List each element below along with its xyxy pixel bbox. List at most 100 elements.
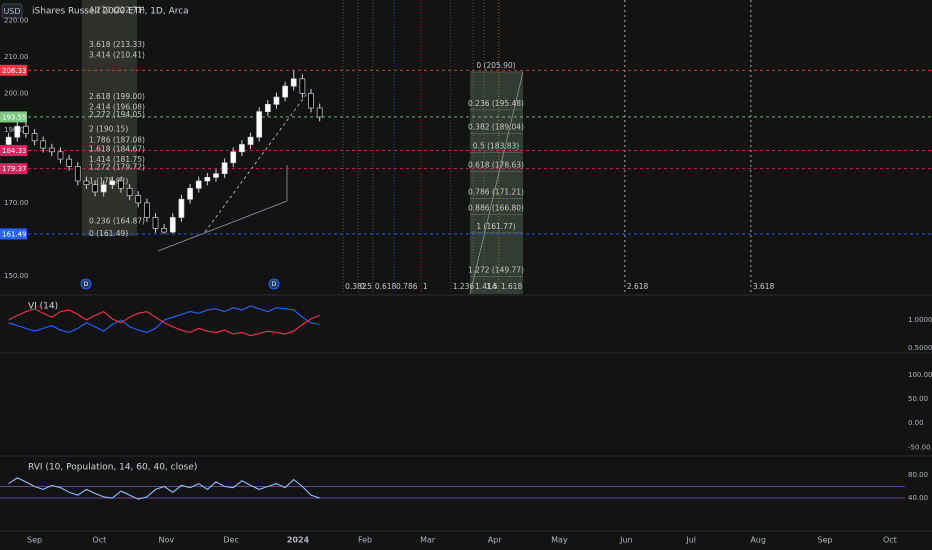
candle-body (48, 147, 55, 153)
candle-body (204, 176, 211, 182)
y-tick-label: 150.00 (4, 272, 29, 280)
candle-body (100, 184, 107, 193)
vi-title: VI (14) (28, 302, 58, 312)
x-tick-label: Mar (420, 536, 436, 545)
price-tag (0, 64, 27, 76)
trend-line (157, 200, 288, 252)
y-tick-label: 40.00 (908, 494, 928, 502)
fib-time-label: 0.786 (396, 282, 418, 291)
candle-body (247, 136, 254, 145)
dividend-marker[interactable] (268, 278, 280, 290)
candle-body (178, 198, 185, 218)
fib-extension-box (82, 0, 137, 236)
candle-body (92, 184, 98, 193)
fib-level-label: 0 (205.90) (476, 61, 515, 70)
candle-body (57, 151, 64, 160)
chart-title: iShares Russell 2000 ETF, 1D, Arca (32, 7, 189, 17)
fib-time-label: 1.236 (453, 282, 475, 291)
candle-body (135, 195, 142, 204)
x-tick-label: Apr (488, 536, 503, 545)
x-tick-label: Sep (818, 536, 833, 545)
fib-level-label: 1.414 (181.75) (89, 155, 145, 164)
price-tag-label: 179.37 (2, 165, 27, 173)
candle-body (221, 162, 228, 175)
price-tag-label: 206.33 (2, 67, 27, 75)
candle-body (316, 107, 323, 118)
price-tag (0, 163, 27, 175)
candle-body (239, 144, 245, 153)
y-tick-label: 0.00 (908, 419, 924, 427)
candle-body (109, 180, 116, 185)
candle-body (126, 187, 133, 196)
trend-line (204, 91, 309, 233)
y-tick-label: 50.00 (908, 395, 928, 403)
candle-body (66, 158, 72, 167)
price-tag (0, 228, 27, 240)
y-tick-label: 170.00 (4, 199, 29, 207)
candle-body (5, 136, 12, 145)
candle-body (213, 173, 219, 178)
y-tick-label: 1.0000 (908, 316, 932, 324)
fib-time-label: 2.618 (627, 282, 649, 291)
y-tick-label: 220.00 (4, 16, 29, 24)
x-tick-label: Jul (685, 536, 696, 545)
price-tag (0, 145, 27, 157)
candle-body (74, 166, 81, 182)
x-tick-label: Oct (883, 536, 897, 545)
fib-level-label: 1.272 (179.72) (89, 162, 145, 171)
price-tag-label: 184.33 (2, 147, 27, 155)
fib-level-label: 1.272 (149.77) (468, 266, 524, 275)
candle-body (230, 151, 237, 164)
y-tick-label: 0.5000 (908, 344, 932, 352)
candle-body (290, 78, 297, 87)
candle-body (273, 96, 280, 105)
candle-body (144, 202, 150, 218)
fib-level-label: 0.786 (171.21) (468, 187, 524, 196)
fib-time-label: 1 (423, 282, 428, 291)
fib-level-label: 0.236 (195.48) (468, 99, 524, 108)
x-tick-label: Nov (159, 536, 175, 545)
candle-body (264, 104, 271, 113)
fib-time-label: 1.5 (486, 282, 498, 291)
fib-level-label: 2.618 (199.00) (89, 92, 145, 101)
currency-label: USD (3, 7, 20, 16)
fib-level-label: 1 (175.82) (89, 177, 128, 186)
y-tick-label: -50.00 (908, 443, 931, 451)
fib-time-label: 1.414 (475, 282, 497, 291)
candle-body (256, 111, 263, 138)
candle-body (308, 93, 314, 109)
candle-body (195, 180, 202, 189)
fib-level-label: 2.414 (196.08) (89, 103, 145, 112)
fib-trend (469, 71, 524, 295)
fib-level-label: 0.618 (178.63) (468, 160, 524, 169)
y-tick-label: 200.00 (4, 89, 29, 97)
x-tick-label: Jun (619, 536, 633, 545)
fib-level-label: 0.5 (183.83) (473, 141, 519, 150)
candle-body (161, 228, 168, 233)
candle-body (118, 180, 124, 189)
fib-time-label: 3.618 (753, 282, 775, 291)
fib-level-label: 0.382 (189.04) (468, 122, 524, 131)
candle-body (83, 180, 90, 185)
fib-time-label: 0.618 (375, 282, 397, 291)
x-tick-label: Oct (92, 536, 106, 545)
fib-level-label: 1.618 (184.67) (89, 144, 145, 153)
x-tick-label: May (551, 536, 568, 545)
fib-level-label: 0 (161.49) (89, 229, 128, 238)
candle-body (40, 140, 47, 149)
fib-level-label: 4.272 (222.71) (89, 6, 145, 15)
candle-body (23, 125, 29, 134)
fib-level-label: 3.618 (213.33) (89, 40, 145, 49)
candle-body (282, 85, 288, 98)
dividend-marker[interactable] (80, 278, 92, 290)
dividend-label: D (84, 281, 89, 288)
fib-time-label: 0.382 (345, 282, 367, 291)
price-tag-label: 161.49 (2, 230, 27, 238)
currency-button[interactable] (1, 3, 23, 19)
candle-body (31, 133, 38, 142)
price-tag (0, 111, 27, 123)
rvi-title: RVI (10, Population, 14, 60, 40, close) (28, 463, 197, 473)
x-tick-label: 2024 (287, 536, 310, 545)
